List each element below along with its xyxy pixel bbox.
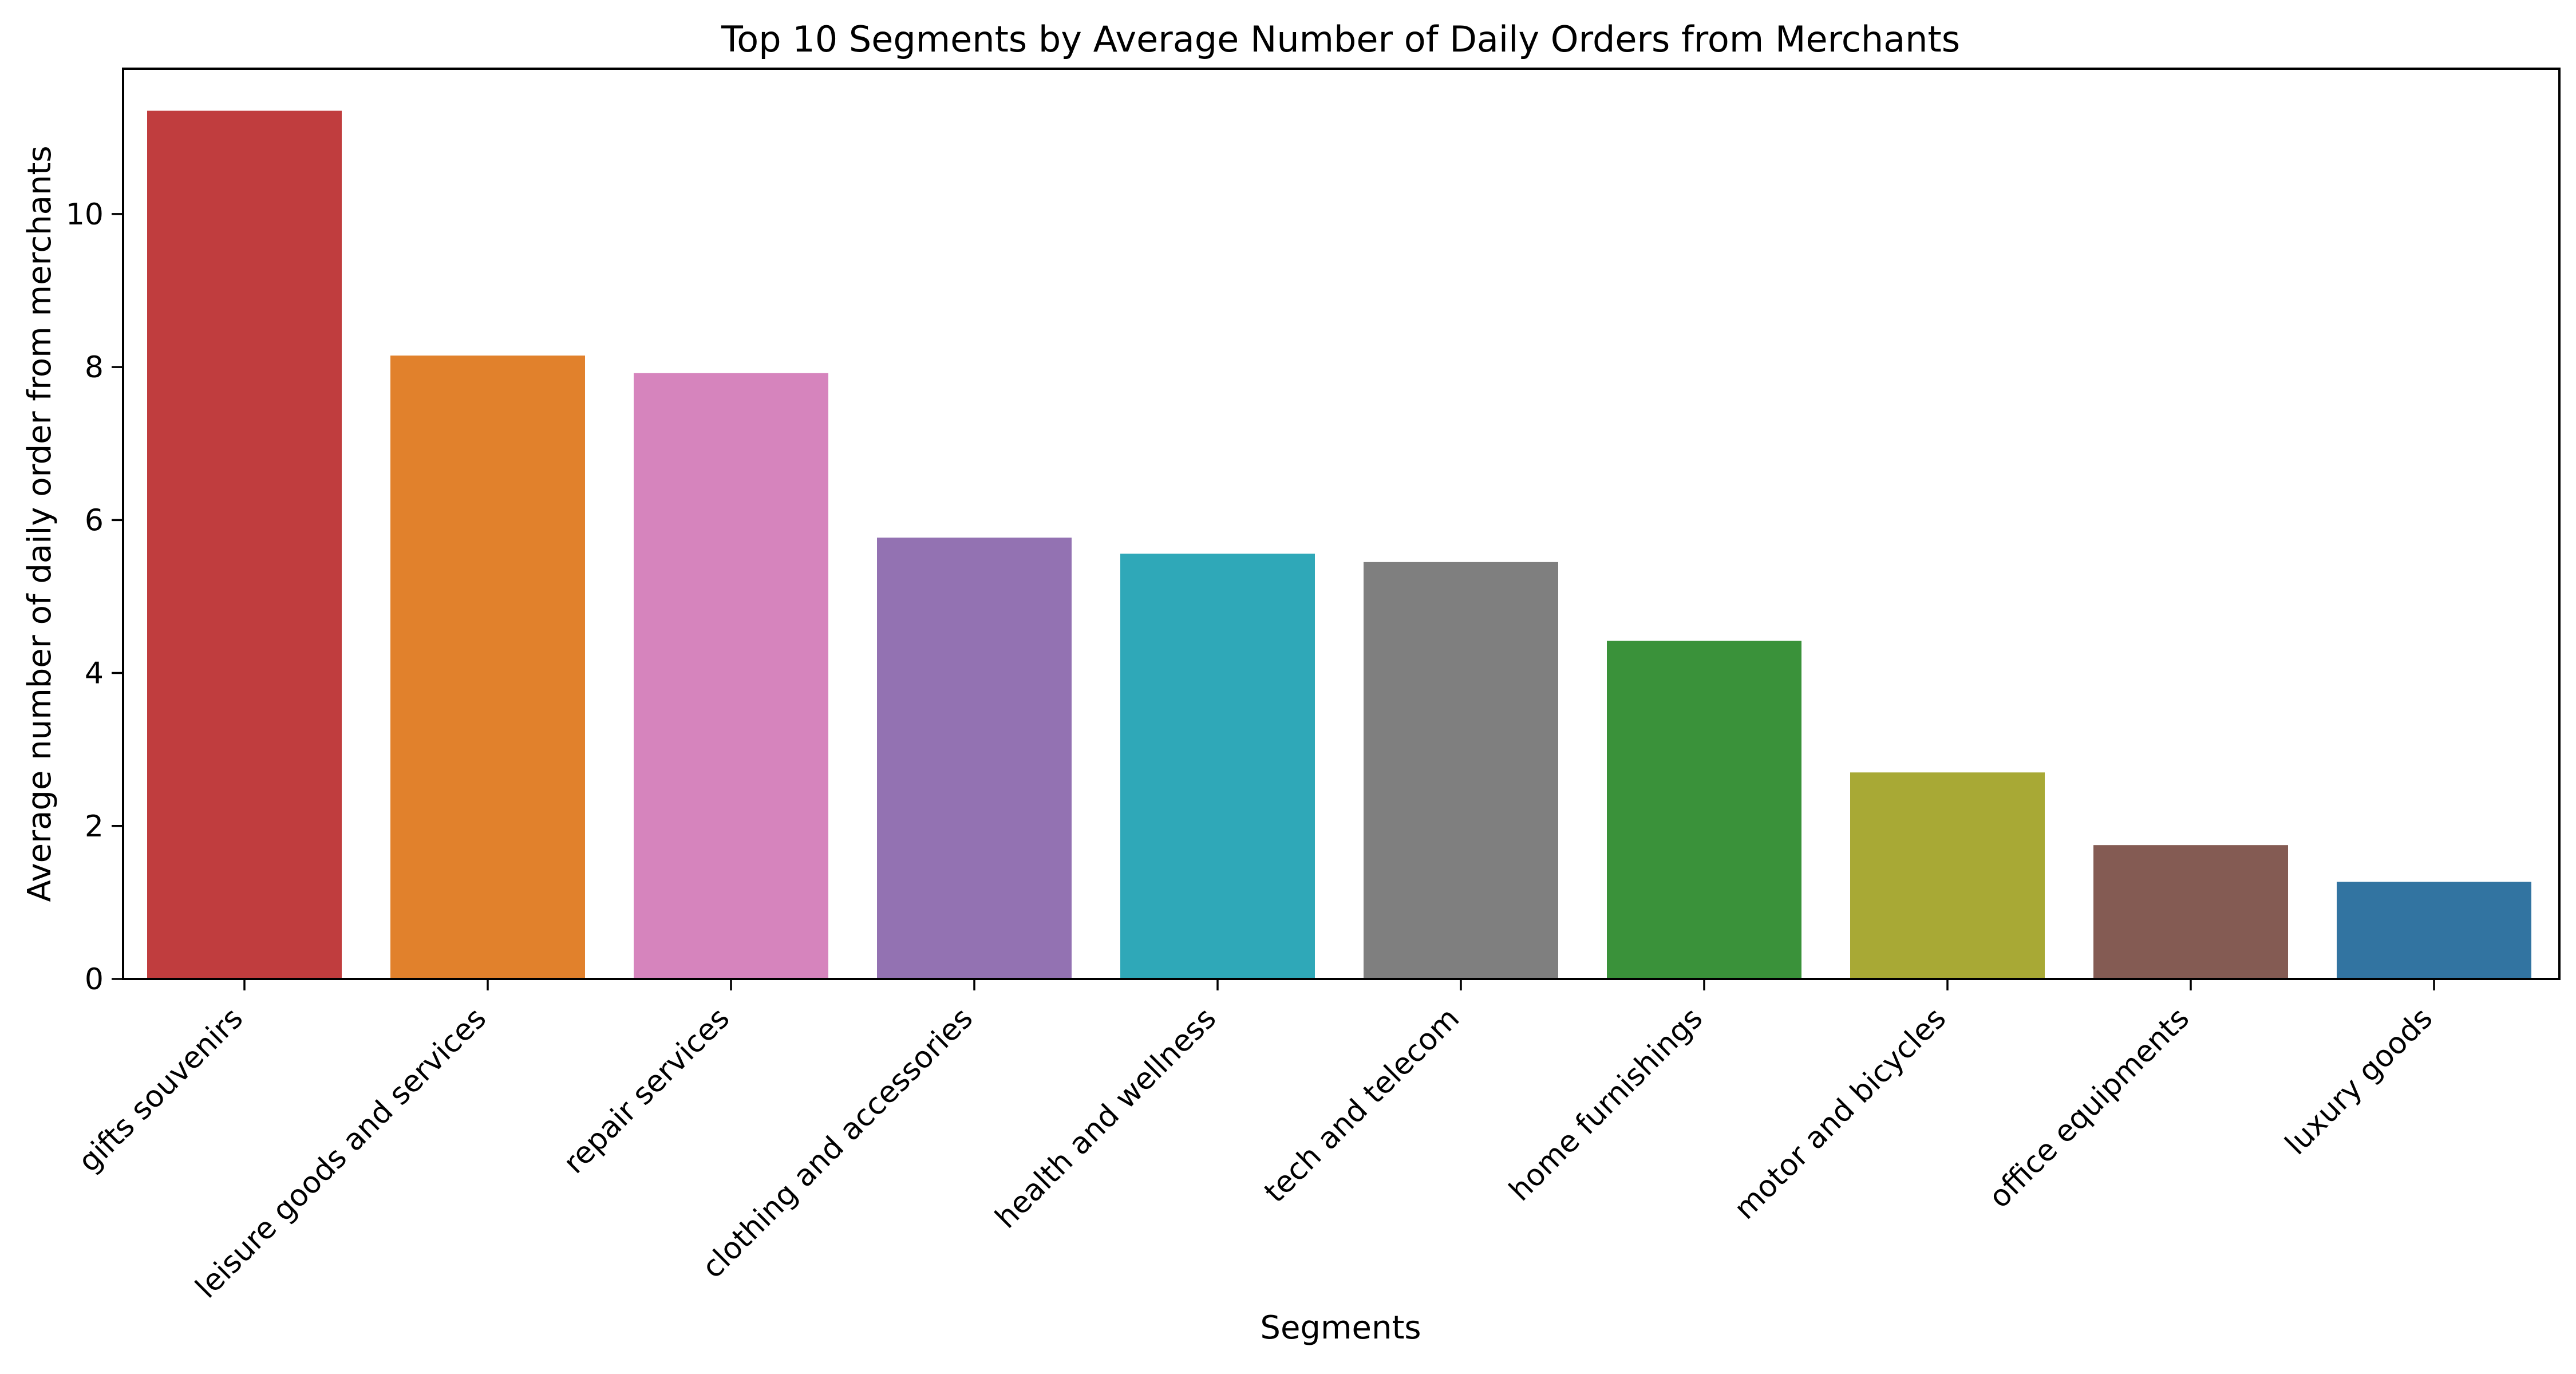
bar-office-equipments (2093, 845, 2288, 979)
chart-title: Top 10 Segments by Average Number of Dai… (721, 18, 1960, 60)
plot-frame (122, 68, 2561, 980)
y-tick-label: 10 (66, 198, 104, 232)
bar-health-and-wellness (1120, 554, 1315, 979)
bar-clothing-and-accessories (877, 538, 1072, 979)
bar-motor-and-bicycles (1850, 772, 2045, 979)
y-axis-ticks: 0 2 4 6 8 10 (66, 198, 123, 997)
bar-luxury-goods (2337, 882, 2531, 979)
bar-leisure-goods-and-services (390, 356, 585, 979)
x-axis-label: Segments (1260, 1309, 1421, 1347)
y-tick-label: 2 (85, 810, 104, 844)
y-tick-label: 0 (85, 962, 104, 997)
bar-repair-services (634, 373, 828, 979)
y-axis-label: Average number of daily order from merch… (21, 145, 58, 902)
bar-gifts-souvenirs (147, 110, 342, 979)
bars-group (147, 110, 2531, 979)
y-tick-label: 4 (85, 657, 104, 691)
y-tick-label: 8 (85, 350, 104, 385)
bar-tech-and-telecom (1364, 562, 1558, 979)
bar-home-furnishings (1607, 641, 1801, 979)
y-tick-label: 6 (85, 503, 104, 538)
